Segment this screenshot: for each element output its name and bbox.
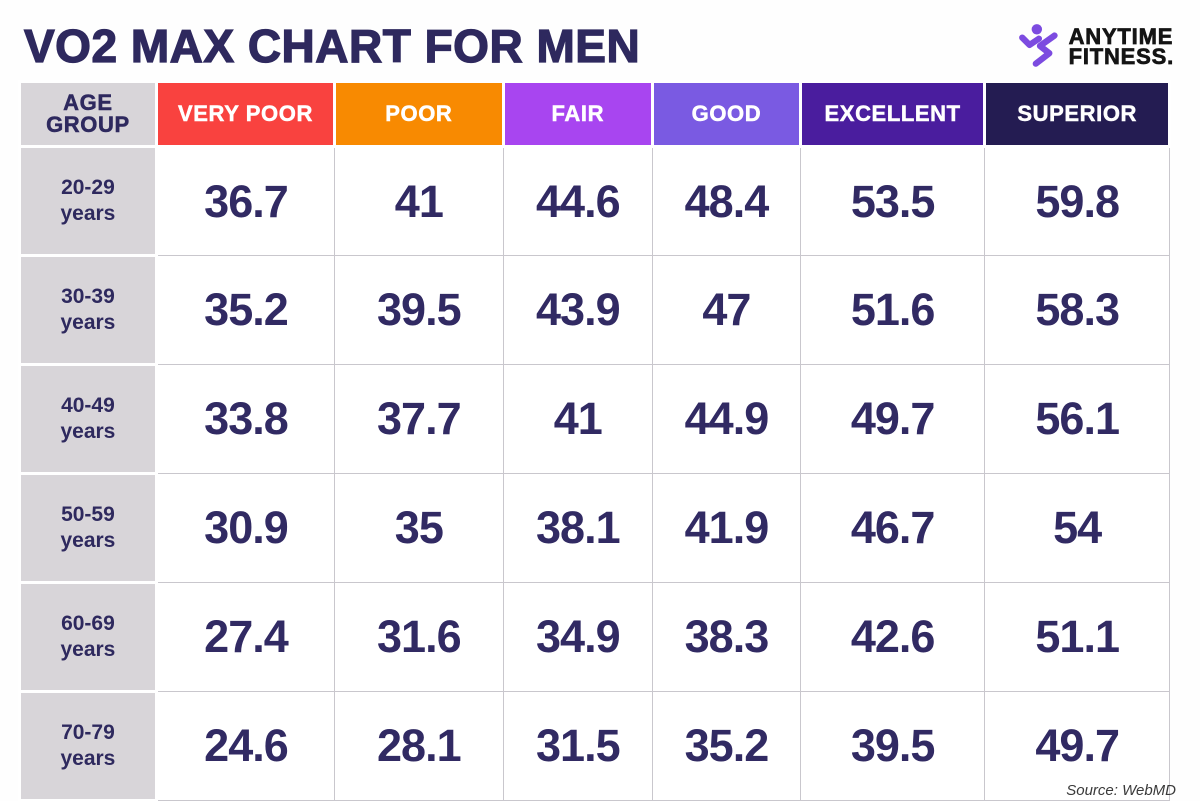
value-cell-very-poor: 27.4	[155, 582, 336, 692]
value-cell-superior: 51.1	[984, 582, 1170, 692]
value-cell-superior: 54	[984, 473, 1170, 583]
value-cell-fair: 34.9	[502, 582, 654, 692]
value-cell-fair: 41	[502, 364, 654, 474]
value-cell-excellent: 51.6	[799, 255, 986, 365]
brand-logo: ANYTIME FITNESS.	[1016, 22, 1174, 72]
value-cell-poor: 41	[334, 146, 504, 256]
running-man-icon	[1016, 22, 1066, 72]
age-group-cell: 30-39 years	[18, 254, 158, 366]
column-header-age-group: AGE GROUP	[18, 80, 158, 148]
value-cell-excellent: 42.6	[799, 582, 986, 692]
value-cell-very-poor: 35.2	[155, 255, 336, 365]
value-cell-good: 41.9	[652, 473, 801, 583]
age-group-cell: 70-79 years	[18, 690, 158, 801]
page-header: VO2 MAX CHART FOR MEN ANYTIME FITNESS.	[0, 0, 1200, 78]
value-cell-good: 38.3	[652, 582, 801, 692]
value-cell-poor: 39.5	[334, 255, 504, 365]
value-cell-superior: 56.1	[984, 364, 1170, 474]
value-cell-good: 48.4	[652, 146, 801, 256]
value-cell-good: 44.9	[652, 364, 801, 474]
value-cell-poor: 37.7	[334, 364, 504, 474]
table-row-30-39-years: 30-39 years 35.2 39.5 43.9 47 51.6 58.3	[18, 254, 1170, 366]
value-cell-good: 35.2	[652, 691, 801, 801]
table-row-20-29-years: 20-29 years 36.7 41 44.6 48.4 53.5 59.8	[18, 145, 1170, 257]
brand-name: ANYTIME FITNESS.	[1068, 23, 1174, 69]
value-cell-very-poor: 36.7	[155, 146, 336, 256]
value-cell-superior: 49.7	[984, 691, 1170, 801]
column-header-good: GOOD	[651, 80, 802, 148]
column-header-superior: SUPERIOR	[983, 80, 1171, 148]
column-header-very-poor: VERY POOR	[154, 80, 337, 148]
value-cell-good: 47	[652, 255, 801, 365]
page-title: VO2 MAX CHART FOR MEN	[23, 19, 641, 72]
value-cell-excellent: 39.5	[799, 691, 986, 801]
value-cell-superior: 58.3	[984, 255, 1170, 365]
value-cell-poor: 35	[334, 473, 504, 583]
value-cell-poor: 31.6	[334, 582, 504, 692]
value-cell-excellent: 53.5	[799, 146, 986, 256]
table-row-40-49-years: 40-49 years 33.8 37.7 41 44.9 49.7 56.1	[18, 363, 1170, 475]
column-header-excellent: EXCELLENT	[798, 80, 987, 148]
value-cell-excellent: 46.7	[799, 473, 986, 583]
column-header-poor: POOR	[333, 80, 505, 148]
value-cell-fair: 43.9	[502, 255, 654, 365]
table-row-60-69-years: 60-69 years 27.4 31.6 34.9 38.3 42.6 51.1	[18, 581, 1170, 693]
value-cell-very-poor: 33.8	[155, 364, 336, 474]
value-cell-excellent: 49.7	[799, 364, 986, 474]
table-body: 20-29 years 36.7 41 44.6 48.4 53.5 59.8 30-39 y…	[18, 145, 1170, 801]
value-cell-fair: 31.5	[502, 691, 654, 801]
table-header-row: AGE GROUP VERY POOR POOR FAIR GOOD EXCELLENT S…	[18, 80, 1171, 148]
age-group-cell: 40-49 years	[18, 363, 158, 475]
value-cell-superior: 59.8	[984, 146, 1170, 256]
table-row-70-79-years: 70-79 years 24.6 28.1 31.5 35.2 39.5 49.7	[18, 690, 1170, 801]
value-cell-poor: 28.1	[334, 691, 504, 801]
value-cell-very-poor: 30.9	[155, 473, 336, 583]
column-header-fair: FAIR	[501, 80, 655, 148]
value-cell-very-poor: 24.6	[155, 691, 336, 801]
value-cell-fair: 44.6	[502, 146, 654, 256]
age-group-cell: 20-29 years	[18, 145, 158, 257]
age-group-cell: 50-59 years	[18, 472, 158, 584]
age-group-cell: 60-69 years	[18, 581, 158, 693]
table-row-50-59-years: 50-59 years 30.9 35 38.1 41.9 46.7 54	[18, 472, 1170, 584]
vo2-max-table: AGE GROUP VERY POOR POOR FAIR GOOD EXCELLENT S…	[18, 80, 1171, 801]
value-cell-fair: 38.1	[502, 473, 654, 583]
source-note: Source: WebMD	[1066, 782, 1176, 799]
